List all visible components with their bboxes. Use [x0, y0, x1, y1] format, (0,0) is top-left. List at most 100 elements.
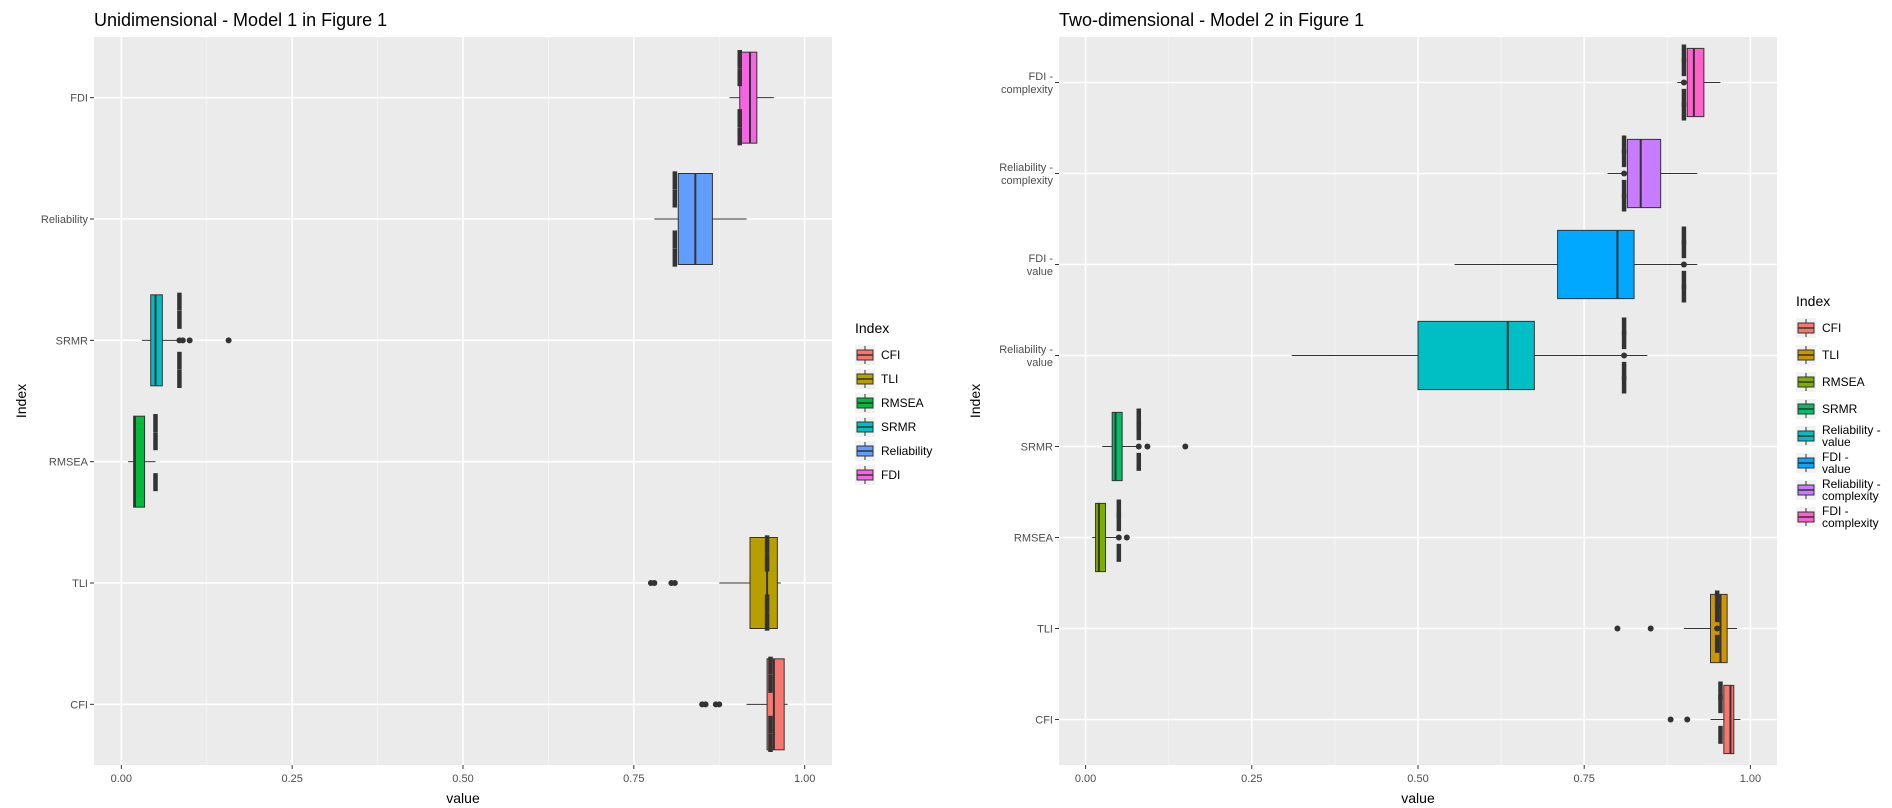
- right-legend-label: FDI -value: [1822, 450, 1851, 476]
- right-box-body: [1723, 684, 1735, 755]
- right-outlier-point: [1684, 716, 1691, 723]
- left-box-cfi: [699, 656, 788, 753]
- right-y-tick-label: Reliability -complexity: [999, 162, 1053, 187]
- left-box-tli: [647, 535, 781, 631]
- left-legend-item-tli: TLI: [855, 369, 898, 389]
- left-legend-item-srmr: SRMR: [855, 417, 917, 437]
- left-x-tick-label: 0.50: [452, 773, 473, 785]
- right-y-ticks: FDI -complexity Reliability -complexity FD…: [999, 71, 1059, 727]
- right-box-srmr: [1102, 408, 1189, 482]
- right-box-fdi-complexity: [1677, 44, 1721, 121]
- left-x-tick-label: 0.25: [281, 773, 302, 785]
- right-chart-panel: Two-dimensional - Model 2 in Figure 1 FD…: [967, 10, 1881, 806]
- right-outlier-point: [1621, 352, 1628, 359]
- left-y-ticks: FDI Reliability SRMR RMSEA TLI CFI: [41, 93, 94, 711]
- left-legend: Index CFI TLI RMSEA SRMR Reliability FDI: [855, 320, 932, 485]
- left-y-tick-label: SRMR: [56, 335, 88, 347]
- right-y-tick-label: FDI -value: [1027, 253, 1054, 278]
- left-outlier-point: [671, 580, 678, 586]
- right-x-axis-title: value: [1401, 790, 1435, 806]
- left-legend-label: CFI: [881, 348, 900, 362]
- left-legend-label: Reliability: [881, 444, 932, 458]
- left-y-tick-label: TLI: [72, 578, 88, 590]
- right-legend-title: Index: [1796, 293, 1830, 309]
- left-legend-label: RMSEA: [881, 396, 924, 410]
- right-y-tick-label: CFI: [1035, 715, 1053, 727]
- right-y-tick-label: TLI: [1037, 624, 1053, 636]
- left-chart-title: Unidimensional - Model 1 in Figure 1: [94, 10, 387, 30]
- right-legend-label: SRMR: [1822, 402, 1858, 416]
- left-legend-item-cfi: CFI: [855, 345, 900, 365]
- right-y-tick-label: Reliability -value: [999, 344, 1053, 369]
- left-chart-panel: Unidimensional - Model 1 in Figure 1 FDI…: [13, 10, 932, 806]
- left-legend-item-reliability: Reliability: [855, 441, 932, 461]
- left-x-tick-label: 0.00: [111, 773, 132, 785]
- left-outlier-point: [179, 337, 186, 344]
- left-y-tick-label: CFI: [70, 699, 88, 711]
- right-legend-item-fdi-value: FDI -value: [1796, 450, 1851, 476]
- left-outlier-point: [651, 580, 658, 586]
- right-x-tick-label: 0.50: [1407, 773, 1428, 785]
- right-outlier-point: [1647, 625, 1654, 632]
- right-legend-label: FDI -complexity: [1822, 504, 1879, 530]
- left-boxes: [128, 49, 788, 753]
- left-box-body: [150, 294, 163, 387]
- left-x-tick-label: 0.75: [623, 773, 644, 785]
- right-y-tick-label: FDI -complexity: [1001, 71, 1053, 96]
- left-box-reliability: [654, 171, 747, 267]
- right-x-tick-label: 0.00: [1075, 773, 1096, 785]
- right-box-cfi: [1667, 681, 1741, 755]
- left-y-axis-title: Index: [13, 384, 29, 418]
- left-y-tick-label: RMSEA: [49, 457, 89, 469]
- right-outlier-point: [1614, 625, 1621, 632]
- left-box-body: [749, 537, 778, 629]
- right-box-tli: [1614, 590, 1738, 664]
- left-x-axis-title: value: [446, 790, 480, 806]
- right-legend-label: TLI: [1822, 348, 1839, 362]
- left-outlier-point: [702, 701, 709, 708]
- right-x-tick-label: 0.75: [1573, 773, 1594, 785]
- left-y-tick-label: Reliability: [41, 214, 89, 226]
- right-outlier-point: [1621, 170, 1628, 177]
- right-box-rmsea: [1092, 499, 1130, 573]
- right-y-tick-label: SRMR: [1021, 442, 1053, 454]
- right-box-reliability-complexity: [1607, 135, 1698, 212]
- right-box-body: [1686, 47, 1705, 118]
- left-legend-title: Index: [855, 320, 889, 336]
- left-legend-label: FDI: [881, 468, 900, 482]
- right-outlier-point: [1667, 716, 1674, 723]
- right-legend-item-reliability-complexity: Reliability -complexity: [1796, 477, 1881, 503]
- right-legend-item-rmsea: RMSEA: [1796, 372, 1865, 392]
- right-outlier-point: [1680, 261, 1687, 268]
- right-box-body: [1111, 411, 1123, 482]
- right-box-body: [1557, 229, 1635, 300]
- left-legend-item-fdi: FDI: [855, 465, 900, 485]
- right-legend-label: Reliability -value: [1822, 423, 1881, 449]
- right-legend-label: Reliability -complexity: [1822, 477, 1881, 503]
- right-legend-item-srmr: SRMR: [1796, 399, 1858, 419]
- right-y-tick-label: RMSEA: [1014, 533, 1054, 545]
- left-box-rmsea: [128, 413, 158, 508]
- right-box-body: [1626, 138, 1662, 209]
- right-outlier-point: [1115, 534, 1122, 541]
- right-chart-title: Two-dimensional - Model 2 in Figure 1: [1059, 10, 1364, 30]
- right-box-body: [1095, 502, 1107, 573]
- right-boxes: [1092, 44, 1741, 755]
- right-legend-item-cfi: CFI: [1796, 318, 1841, 338]
- left-outlier-point: [716, 701, 723, 708]
- left-box-fdi: [729, 49, 774, 146]
- right-box-reliability-value: [1291, 317, 1648, 394]
- right-outlier-point: [1182, 443, 1189, 450]
- left-box-body: [133, 415, 146, 508]
- right-outlier-point: [1714, 625, 1721, 632]
- left-box-body: [739, 51, 758, 144]
- right-legend-item-tli: TLI: [1796, 345, 1839, 365]
- right-outlier-point: [1680, 79, 1687, 86]
- right-x-tick-label: 1.00: [1740, 773, 1761, 785]
- right-x-ticks: 0.00 0.25 0.50 0.75 1.00: [1075, 765, 1761, 785]
- left-legend-item-rmsea: RMSEA: [855, 393, 924, 413]
- right-grid: [1059, 37, 1777, 765]
- right-legend-item-reliability-value: Reliability -value: [1796, 423, 1881, 449]
